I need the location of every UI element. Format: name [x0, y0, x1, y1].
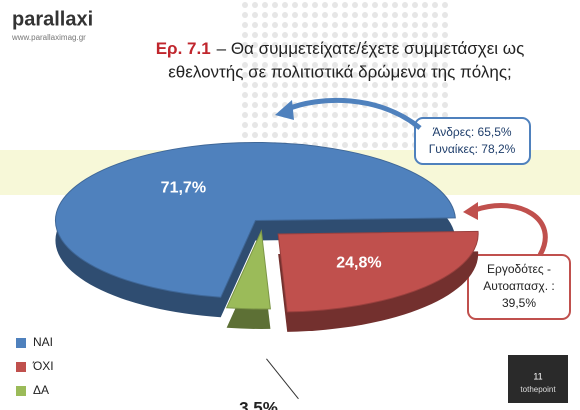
logo: parallaxi	[12, 8, 93, 30]
arrow-head	[275, 100, 294, 120]
data-label: 71,7%	[161, 179, 206, 196]
annotation: Εργοδότες -	[487, 262, 551, 276]
legend-label: ΔΑ	[33, 383, 49, 397]
annotation-box	[414, 117, 531, 165]
brand-box	[508, 355, 568, 403]
legend-swatch	[16, 386, 26, 396]
annotation: Αυτοαπασχ. :	[483, 279, 555, 293]
brand: tothepoint	[520, 385, 556, 394]
legend-label: ΌΧΙ	[32, 359, 54, 373]
annotation: Άνδρες: 65,5%	[432, 125, 511, 139]
title-line: εθελοντής σε πολιτιστικά δρώμενα της πόλ…	[168, 62, 512, 81]
legend-swatch	[16, 338, 26, 348]
leader-line	[266, 358, 299, 400]
logo-url: www.parallaximag.gr	[11, 33, 86, 42]
annotation-arrow	[474, 203, 548, 257]
title-number: Ερ. 7.1	[156, 39, 211, 58]
annotation-box	[467, 254, 571, 320]
legend-label: ΝΑΙ	[33, 335, 53, 349]
data-label: 24,8%	[336, 254, 381, 271]
slice	[54, 141, 456, 298]
data-label: 3,5%	[239, 398, 278, 410]
annotation: 39,5%	[502, 296, 536, 310]
legend-swatch	[16, 362, 26, 372]
slice	[225, 229, 271, 310]
title-line: Ερ. 7.1 – Θα συμμετείχατε/έχετε συμμετάσχ…	[156, 39, 525, 58]
arrow-head	[463, 202, 478, 220]
title-text: – Θα συμμετείχατε/έχετε συμμετάσχει ως	[217, 39, 525, 58]
slice	[277, 230, 479, 313]
annotation-arrow	[284, 97, 422, 130]
page-number: 11	[533, 371, 542, 381]
annotation: Γυναίκες: 78,2%	[429, 142, 516, 156]
